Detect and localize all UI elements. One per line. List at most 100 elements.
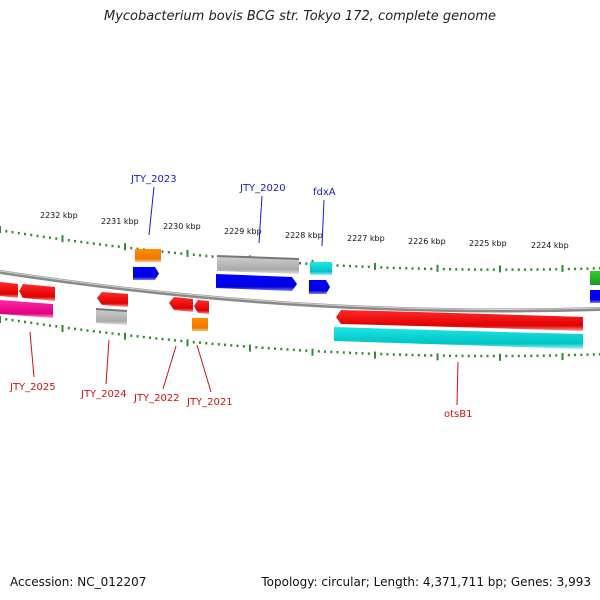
gene-forward-orange[interactable] (135, 249, 161, 262)
minor-tick (49, 236, 51, 239)
minor-tick (167, 338, 170, 341)
minor-tick (174, 251, 176, 255)
minor-tick (136, 335, 139, 338)
gene-label-reverse[interactable]: JTY_2025 (9, 382, 56, 393)
minor-tick (392, 266, 395, 270)
minor-tick (130, 334, 133, 337)
minor-tick (199, 254, 201, 257)
gene-reverse-red-small[interactable] (169, 297, 193, 312)
minor-tick (342, 351, 345, 354)
gene-forward-blue-edge[interactable] (590, 290, 600, 303)
minor-tick (105, 331, 108, 334)
gene-forward-blue-short[interactable] (309, 280, 330, 294)
label-leader (162, 345, 177, 390)
minor-tick (117, 333, 120, 336)
minor-tick (467, 354, 470, 358)
label-leader (258, 195, 263, 244)
minor-tick (586, 353, 589, 356)
minor-tick (80, 240, 83, 244)
tick-label: 2225 kbp (469, 239, 507, 248)
minor-tick (461, 268, 464, 271)
minor-tick (405, 353, 408, 357)
gene-label-reverse[interactable]: JTY_2022 (133, 393, 180, 404)
minor-tick (99, 243, 101, 246)
gene-label-forward[interactable]: fdxA (313, 187, 336, 198)
gene-reverse-pink-left[interactable] (0, 300, 53, 318)
minor-tick (30, 321, 33, 325)
gene-forward-gray[interactable] (216, 255, 300, 274)
major-tick (124, 243, 126, 251)
major-tick (311, 348, 314, 356)
minor-tick (480, 354, 483, 358)
minor-tick (386, 353, 389, 356)
label-leader (196, 344, 212, 393)
minor-tick (24, 232, 26, 236)
minor-tick (355, 351, 358, 355)
label-leader (29, 331, 35, 378)
gene-label-forward[interactable]: JTY_2023 (130, 174, 177, 185)
minor-tick (442, 354, 445, 357)
minor-tick (542, 354, 545, 357)
minor-tick (486, 354, 489, 358)
minor-tick (30, 233, 33, 237)
minor-tick (36, 322, 39, 325)
gene-label-reverse[interactable]: JTY_2024 (80, 389, 127, 400)
minor-tick (17, 231, 20, 235)
gene-reverse-cyan-long[interactable] (334, 327, 583, 349)
minor-tick (324, 350, 326, 353)
gene-label-forward[interactable]: JTY_2020 (239, 183, 286, 194)
minor-tick (74, 327, 76, 331)
label-leader (148, 186, 155, 236)
tick-label: 2231 kbp (101, 217, 139, 226)
minor-tick (230, 344, 233, 347)
minor-tick (386, 266, 389, 269)
gene-forward-cyan[interactable] (310, 262, 332, 275)
minor-tick (136, 247, 139, 251)
minor-tick (417, 267, 420, 270)
gene-reverse-red-long[interactable] (336, 310, 583, 331)
minor-tick (192, 253, 195, 256)
gene-forward-blue-long[interactable] (216, 274, 297, 291)
gene-forward-blue[interactable] (133, 267, 159, 280)
minor-tick (336, 351, 339, 354)
minor-tick (55, 237, 58, 240)
minor-tick (180, 252, 183, 255)
gene-reverse-orange[interactable] (192, 318, 208, 331)
minor-tick (424, 354, 426, 357)
gene-reverse-gray[interactable] (95, 308, 128, 325)
minor-tick (574, 267, 576, 271)
major-tick (374, 262, 376, 270)
minor-tick (574, 353, 576, 357)
gene-forward-green-edge[interactable] (590, 271, 600, 285)
minor-tick (461, 354, 464, 358)
minor-tick (305, 262, 308, 265)
minor-tick (349, 264, 351, 268)
gene-reverse-red-tiny[interactable] (194, 300, 209, 314)
minor-tick (17, 319, 20, 323)
minor-tick (361, 265, 364, 268)
minor-tick (567, 353, 570, 357)
gene-label-reverse[interactable]: otsB1 (444, 409, 472, 420)
minor-tick (105, 243, 108, 247)
minor-tick (536, 268, 539, 271)
accession-text: Accession: NC_012207 (10, 575, 147, 589)
major-tick (249, 344, 251, 352)
minor-tick (161, 250, 164, 253)
gene-reverse-red-left-2[interactable] (19, 284, 55, 301)
major-tick (61, 325, 64, 332)
minor-tick (299, 262, 301, 265)
minor-tick (405, 267, 408, 270)
minor-tick (486, 268, 489, 271)
minor-tick (55, 325, 58, 328)
minor-tick (411, 267, 414, 270)
genome-backbone (0, 270, 600, 313)
minor-tick (155, 337, 158, 340)
gene-reverse-red-left-1[interactable] (0, 282, 18, 298)
minor-tick (361, 352, 364, 355)
label-leader (105, 339, 110, 385)
minor-tick (367, 265, 370, 269)
minor-tick (261, 346, 264, 349)
gene-label-reverse[interactable]: JTY_2021 (186, 397, 233, 408)
minor-tick (274, 347, 276, 350)
gene-reverse-red[interactable] (97, 292, 128, 307)
